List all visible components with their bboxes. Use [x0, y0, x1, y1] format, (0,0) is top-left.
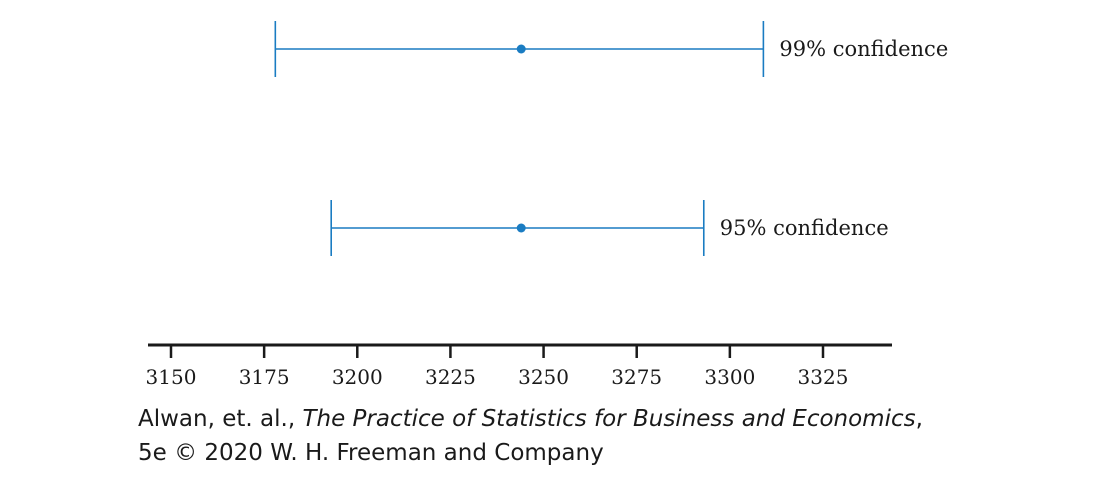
x-tick-label: 3200 [332, 365, 383, 389]
caption-line-1: Alwan, et. al., The Practice of Statisti… [138, 402, 923, 436]
caption-book-title: The Practice of Statistics for Business … [302, 406, 916, 432]
confidence-interval: 99% confidence [274, 21, 948, 77]
figure-caption: Alwan, et. al., The Practice of Statisti… [138, 402, 923, 470]
x-tick-label: 3150 [146, 365, 197, 389]
confidence-interval: 95% confidence [330, 200, 889, 256]
x-tick-label: 3325 [798, 365, 849, 389]
x-axis-ticks: 3150 3175 3200 3225 3250 3275 3300 3325 [146, 345, 849, 389]
point-estimate [516, 44, 526, 54]
caption-comma: , [915, 406, 923, 432]
x-tick-label: 3250 [518, 365, 569, 389]
caption-line-2: 5e © 2020 W. H. Freeman and Company [138, 440, 604, 466]
interval-label: 95% confidence [720, 216, 889, 240]
interval-label: 99% confidence [779, 37, 948, 61]
x-tick-label: 3275 [611, 365, 662, 389]
x-tick-label: 3175 [239, 365, 290, 389]
x-tick-label: 3300 [704, 365, 755, 389]
caption-authors: Alwan, et. al., [138, 406, 303, 432]
intervals-group: 99% confidence 95% confidence [274, 21, 948, 256]
x-tick-label: 3225 [425, 365, 476, 389]
point-estimate [516, 223, 526, 233]
